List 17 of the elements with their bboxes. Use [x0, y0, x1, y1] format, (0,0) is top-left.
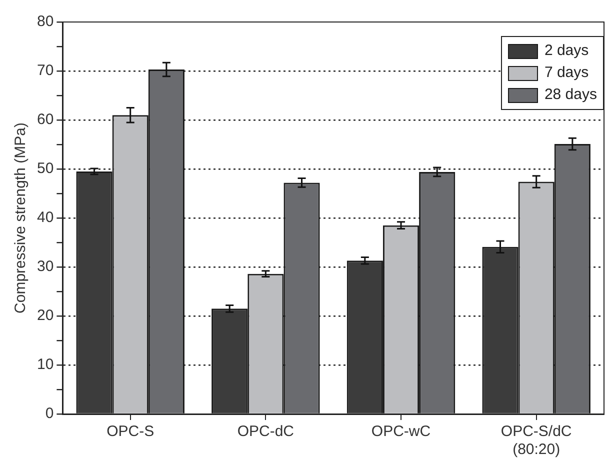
y-tick-label: 0: [45, 405, 54, 422]
y-tick-label: 20: [36, 307, 54, 324]
x-tick-label: OPC-S: [106, 423, 154, 440]
legend-label: 2 days: [544, 41, 589, 61]
y-tick-label: 80: [36, 13, 54, 30]
x-tick-label: OPC-S/dC (80:20): [500, 423, 572, 458]
x-tick-label: OPC-dC: [237, 423, 294, 440]
y-tick-label: 60: [36, 111, 54, 128]
y-tick-label: 40: [36, 209, 54, 226]
x-tick-label: OPC-wC: [371, 423, 431, 440]
y-tick-label: 50: [36, 160, 54, 178]
y-tick-label: 10: [36, 356, 54, 374]
y-tick-label: 30: [36, 258, 54, 276]
legend-label: 7 days: [544, 63, 589, 83]
y-axis-title: Compressive strength (MPa): [12, 122, 30, 314]
y-tick-label: 70: [36, 62, 54, 80]
legend-label: 28 days: [544, 85, 597, 105]
